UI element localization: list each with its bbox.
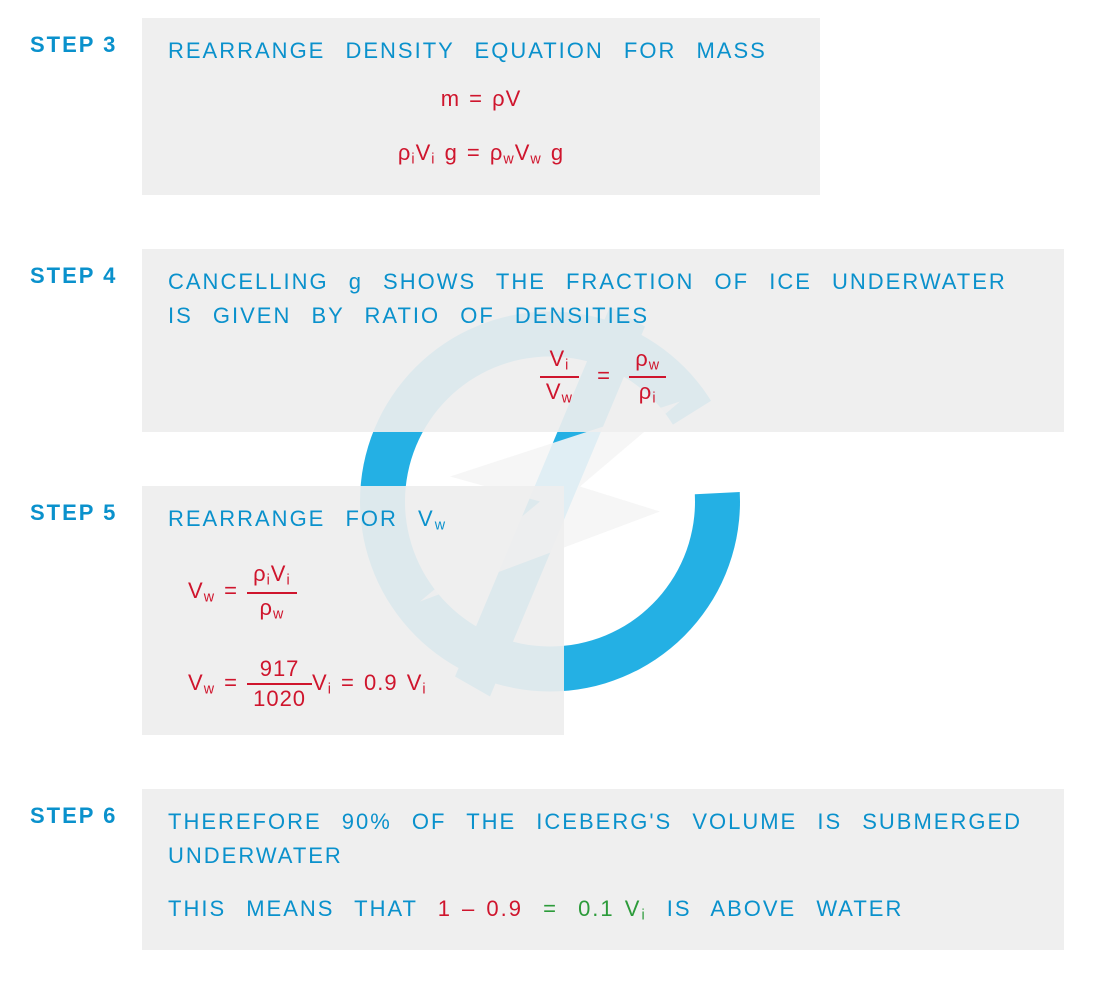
step-box: THEREFORE 90% OF THE ICEBERG'S VOLUME IS… [142, 789, 1064, 950]
equation: ViVw = ρwρi [168, 347, 1038, 408]
step-label: STEP 4 [30, 249, 142, 289]
equation: Vw = ρiViρw [168, 562, 538, 623]
step-4: STEP 4 CANCELLING g SHOWS THE FRACTION O… [30, 249, 1070, 432]
step-label: STEP 3 [30, 18, 142, 58]
equation: ρiVi g = ρwVw g [168, 136, 794, 171]
step-box: CANCELLING g SHOWS THE FRACTION OF ICE U… [142, 249, 1064, 432]
equation: Vw = 9171020Vi = 0.9 Vi [168, 657, 538, 711]
step-label: STEP 6 [30, 789, 142, 829]
step-5: STEP 5 REARRANGE FOR Vw Vw = ρiViρw Vw =… [30, 486, 1070, 736]
step-heading: CANCELLING g SHOWS THE FRACTION OF ICE U… [168, 265, 1038, 333]
conclusion-line: THIS MEANS THAT 1 – 0.9 = 0.1 Vi IS ABOV… [168, 892, 1038, 927]
step-box: REARRANGE FOR Vw Vw = ρiViρw Vw = 917102… [142, 486, 564, 736]
step-3: STEP 3 REARRANGE DENSITY EQUATION FOR MA… [30, 18, 1070, 195]
step-6: STEP 6 THEREFORE 90% OF THE ICEBERG'S VO… [30, 789, 1070, 950]
step-box: REARRANGE DENSITY EQUATION FOR MASS m = … [142, 18, 820, 195]
steps-container: STEP 3 REARRANGE DENSITY EQUATION FOR MA… [0, 0, 1100, 970]
step-heading: REARRANGE FOR Vw [168, 502, 538, 537]
step-heading: THEREFORE 90% OF THE ICEBERG'S VOLUME IS… [168, 805, 1038, 873]
step-heading: REARRANGE DENSITY EQUATION FOR MASS [168, 34, 794, 68]
equation: m = ρV [168, 82, 794, 116]
step-label: STEP 5 [30, 486, 142, 526]
